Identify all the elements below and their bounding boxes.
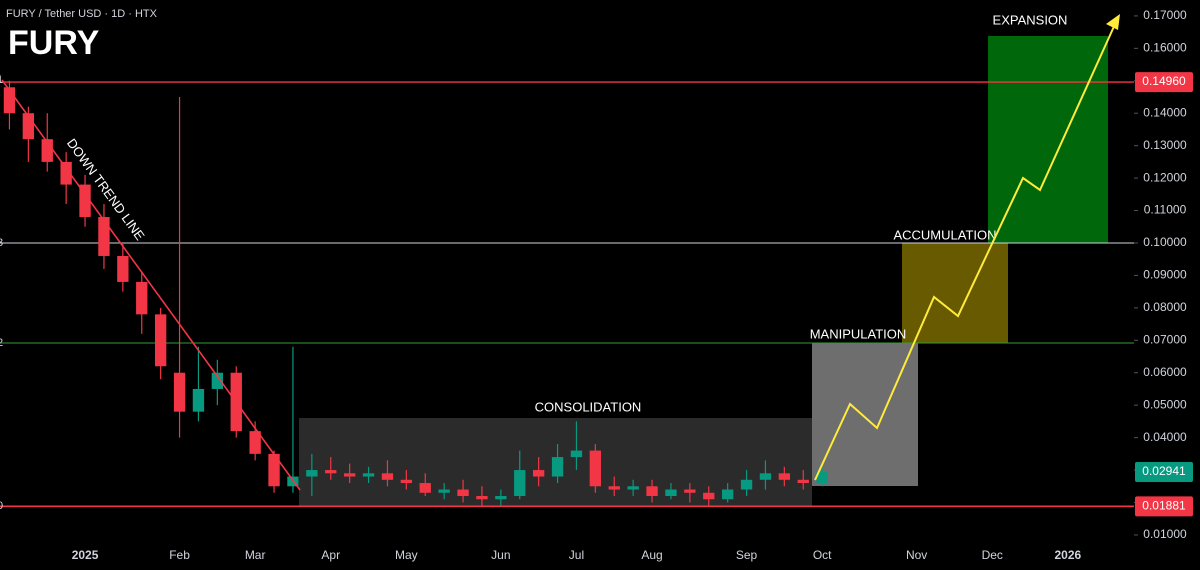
y-tick-label: 0.04000 [1143, 430, 1187, 444]
price-tag-label: 0.01881 [1142, 499, 1186, 513]
x-tick-label: Aug [641, 548, 662, 562]
candle-body [173, 372, 186, 412]
candle-body [268, 453, 280, 487]
x-tick-label: Jul [569, 548, 584, 562]
candle-body [721, 489, 734, 500]
y-tick-label: 0.01000 [1143, 527, 1187, 541]
candle-body [684, 489, 696, 493]
y-tick-label: 0.13000 [1143, 138, 1187, 152]
candle-body [627, 486, 639, 490]
candle-body [665, 489, 677, 497]
chart-title: FURY / Tether USD · 1D · HTX [6, 8, 158, 20]
projection-arrowhead [1106, 14, 1120, 30]
candle-body [778, 473, 791, 480]
candle-body [192, 388, 205, 412]
y-tick-label: 0.06000 [1143, 365, 1187, 379]
y-tick-label: 0.08000 [1143, 300, 1187, 314]
candle-body [381, 473, 394, 480]
y-tick-label: 0.17000 [1143, 8, 1187, 22]
y-tick-label: 0.09000 [1143, 268, 1187, 282]
accumulation-zone [902, 243, 1008, 343]
axes: 0.010000.020000.030000.040000.050000.060… [0, 8, 1193, 562]
x-tick-label: Mar [245, 548, 266, 562]
y-tick-label: 0.10000 [1143, 235, 1187, 249]
y-tick-label: 0.05000 [1143, 397, 1187, 411]
manipulation-zone [812, 343, 918, 486]
candle-body [60, 161, 72, 185]
candle-body [570, 450, 583, 458]
candle-body [495, 496, 507, 500]
candle-body [154, 314, 167, 367]
candle-body [117, 255, 129, 282]
y-tick-label: 0.07000 [1143, 332, 1187, 346]
manipulation-label: MANIPULATION [810, 326, 907, 341]
y-tick-label: 0.16000 [1143, 41, 1187, 55]
expansion-label: EXPANSION [993, 12, 1068, 27]
candle-body [325, 470, 337, 474]
candle-body [3, 87, 16, 114]
candle-body [457, 489, 469, 497]
candle-body [306, 470, 318, 477]
accumulation-label: ACCUMULATION [893, 227, 996, 242]
candle-body [797, 479, 809, 484]
price-tag [1135, 461, 1193, 482]
x-tick-label: Oct [813, 548, 832, 562]
x-tick-label: Feb [169, 548, 190, 562]
candle-body [476, 496, 488, 500]
x-tick-label: Dec [982, 548, 1003, 562]
x-tick-label: Nov [906, 548, 927, 562]
symbol: FURY [8, 24, 100, 62]
candle-body [608, 486, 620, 490]
level-label: 3 [0, 237, 3, 249]
candle-body [589, 450, 602, 487]
candle-body [343, 473, 356, 477]
candle-body [514, 470, 526, 497]
candle-body [816, 471, 828, 484]
projection-path [814, 21, 1117, 481]
price-tag-label: 0.14960 [1142, 74, 1186, 88]
candle-body [438, 489, 450, 493]
y-tick-label: 0.14000 [1143, 105, 1187, 119]
candle-body [703, 492, 715, 500]
candle-body [551, 457, 564, 477]
candle-body [646, 486, 658, 497]
candle-body [249, 431, 261, 454]
level-label: 2 [0, 337, 3, 349]
price-tag [1135, 496, 1193, 517]
candle-body [532, 470, 545, 477]
y-tick-label: 0.12000 [1143, 170, 1187, 184]
y-tick-label: 0.11000 [1144, 203, 1187, 217]
x-tick-label: Apr [321, 548, 340, 562]
candle-body [79, 184, 91, 218]
candle-body [362, 473, 375, 477]
candle-body [211, 372, 224, 389]
candle-body [759, 473, 772, 480]
price-tag-label: 0.02941 [1142, 464, 1186, 478]
candle-body [41, 139, 53, 162]
candle-body [400, 479, 413, 484]
candle-body [419, 483, 431, 493]
price-tag [1135, 72, 1193, 93]
x-tick-label: 2025 [72, 548, 99, 562]
x-tick-label: 2026 [1054, 548, 1081, 562]
level-label: 0 [0, 500, 3, 512]
x-tick-label: May [395, 548, 418, 562]
x-tick-label: Sep [736, 548, 758, 562]
down-trend-line [1, 79, 301, 491]
candle-body [98, 217, 110, 256]
consolidation-label: CONSOLIDATION [535, 399, 642, 414]
candles [0, 80, 1134, 508]
candle-body [136, 281, 148, 315]
x-tick-label: Jun [491, 548, 510, 562]
candle-body [22, 113, 35, 140]
candle-body [740, 479, 753, 490]
level-label: 1 [0, 74, 3, 86]
